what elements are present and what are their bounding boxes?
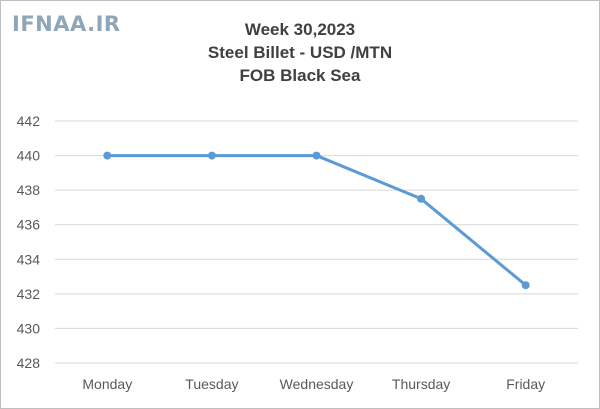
data-point — [417, 194, 426, 203]
x-tick-label: Thursday — [392, 376, 450, 392]
y-tick-label: 440 — [17, 148, 41, 164]
y-tick-label: 436 — [17, 217, 41, 233]
x-tick-label: Wednesday — [280, 376, 354, 392]
y-tick-label: 442 — [17, 113, 41, 129]
series-line — [105, 154, 528, 287]
chart-title-line-3: FOB Black Sea — [239, 66, 361, 85]
chart-title-line-1: Week 30,2023 — [244, 20, 356, 39]
data-point — [103, 151, 112, 160]
x-tick-label: Tuesday — [185, 376, 238, 392]
chart-title-line-2: Steel Billet - USD /MTN — [207, 43, 393, 62]
watermark-logo: IFNAA.IR — [12, 12, 121, 36]
chart-title: Week 30,2023 Steel Billet - USD /MTN FOB… — [0, 18, 600, 87]
data-point — [207, 151, 216, 160]
x-tick-label: Friday — [506, 376, 545, 392]
y-tick-label: 434 — [17, 251, 41, 267]
data-point — [521, 281, 530, 290]
y-tick-label: 428 — [17, 355, 41, 371]
data-point — [312, 151, 321, 160]
y-tick-label: 432 — [17, 286, 41, 302]
y-tick-label: 430 — [17, 320, 41, 336]
x-tick-label: Monday — [82, 376, 132, 392]
y-tick-label: 438 — [17, 182, 41, 198]
